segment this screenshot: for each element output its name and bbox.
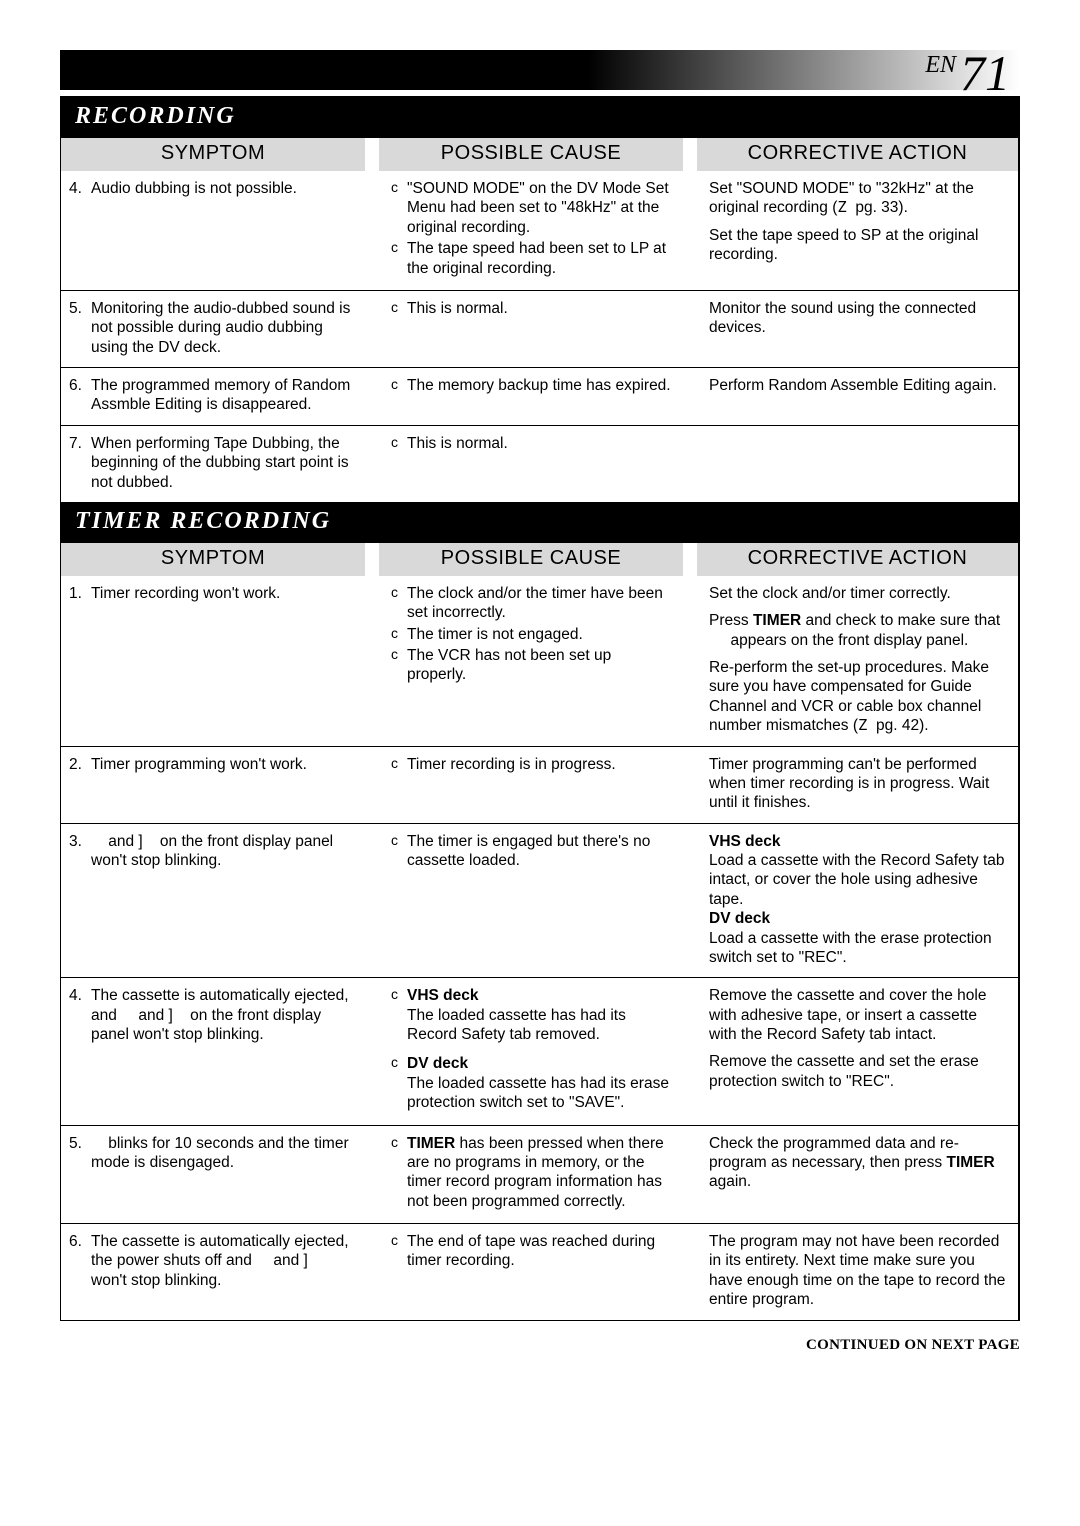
cause-cell: cVHS deckThe loaded cassette has had its… bbox=[379, 984, 683, 1118]
action-cell: Remove the cassette and cover the hole w… bbox=[697, 984, 1018, 1118]
cause-cell: cThe end of tape was reached during time… bbox=[379, 1230, 683, 1314]
table-row: 7.When performing Tape Dubbing, the begi… bbox=[61, 425, 1018, 502]
symptom-cell: 4.The cassette is automatically ejected,… bbox=[61, 984, 365, 1118]
column-header-row: SYMPTOM POSSIBLE CAUSE CORRECTIVE ACTION bbox=[61, 138, 1018, 171]
symptom-cell: 7.When performing Tape Dubbing, the begi… bbox=[61, 432, 365, 496]
page-number: EN71 bbox=[925, 44, 1010, 102]
symptom-cell: 1.Timer recording won't work. bbox=[61, 582, 365, 740]
table-row: 3. and ] on the front display panel won'… bbox=[61, 823, 1018, 978]
action-cell: Check the programmed data and re-program… bbox=[697, 1132, 1018, 1218]
page-lang-prefix: EN bbox=[925, 52, 956, 78]
action-cell: Set the clock and/or timer correctly.Pre… bbox=[697, 582, 1018, 740]
action-cell: Timer programming can't be performed whe… bbox=[697, 753, 1018, 817]
table-row: 4.The cassette is automatically ejected,… bbox=[61, 977, 1018, 1124]
symptom-cell: 3. and ] on the front display panel won'… bbox=[61, 830, 365, 972]
table-row: 1.Timer recording won't work.cThe clock … bbox=[61, 576, 1018, 746]
action-cell: The program may not have been recorded i… bbox=[697, 1230, 1018, 1314]
header-cause: POSSIBLE CAUSE bbox=[379, 543, 683, 576]
symptom-cell: 5. blinks for 10 seconds and the timer m… bbox=[61, 1132, 365, 1218]
header-gradient: EN71 bbox=[60, 50, 1020, 90]
action-cell: Monitor the sound using the connected de… bbox=[697, 297, 1018, 361]
table-row: 6.The cassette is automatically ejected,… bbox=[61, 1223, 1018, 1320]
symptom-cell: 4.Audio dubbing is not possible. bbox=[61, 177, 365, 284]
manual-page: EN71 RECORDINGSYMPTOMPOSSIBLE CAUSECORRE… bbox=[0, 0, 1080, 1394]
symptom-cell: 6.The cassette is automatically ejected,… bbox=[61, 1230, 365, 1314]
table-row: 4.Audio dubbing is not possible.c"SOUND … bbox=[61, 171, 1018, 290]
section-title: TIMER RECORDING bbox=[61, 502, 1018, 543]
table-row: 5. blinks for 10 seconds and the timer m… bbox=[61, 1125, 1018, 1224]
symptom-cell: 2.Timer programming won't work. bbox=[61, 753, 365, 817]
action-cell: Set "SOUND MODE" to "32kHz" at the origi… bbox=[697, 177, 1018, 284]
header-cause: POSSIBLE CAUSE bbox=[379, 138, 683, 171]
symptom-cell: 6.The programmed memory of Random Assmbl… bbox=[61, 374, 365, 419]
page-num-value: 71 bbox=[960, 45, 1010, 101]
column-header-row: SYMPTOM POSSIBLE CAUSE CORRECTIVE ACTION bbox=[61, 543, 1018, 576]
header-symptom: SYMPTOM bbox=[61, 543, 365, 576]
header-symptom: SYMPTOM bbox=[61, 138, 365, 171]
action-cell: Perform Random Assemble Editing again. bbox=[697, 374, 1018, 419]
header-action: CORRECTIVE ACTION bbox=[697, 138, 1018, 171]
troubleshoot-table: RECORDINGSYMPTOMPOSSIBLE CAUSECORRECTIVE… bbox=[60, 96, 1020, 1321]
action-cell: VHS deckLoad a cassette with the Record … bbox=[697, 830, 1018, 972]
cause-cell: c"SOUND MODE" on the DV Mode Set Menu ha… bbox=[379, 177, 683, 284]
continued-label: CONTINUED ON NEXT PAGE bbox=[60, 1337, 1020, 1354]
cause-cell: cThis is normal. bbox=[379, 432, 683, 496]
header-action: CORRECTIVE ACTION bbox=[697, 543, 1018, 576]
cause-cell: cTimer recording is in progress. bbox=[379, 753, 683, 817]
table-row: 6.The programmed memory of Random Assmbl… bbox=[61, 367, 1018, 425]
action-cell bbox=[697, 432, 1018, 496]
table-row: 5.Monitoring the audio-dubbed sound is n… bbox=[61, 290, 1018, 367]
cause-cell: cThe memory backup time has expired. bbox=[379, 374, 683, 419]
cause-cell: cThis is normal. bbox=[379, 297, 683, 361]
table-row: 2.Timer programming won't work.cTimer re… bbox=[61, 746, 1018, 823]
section-title: RECORDING bbox=[61, 97, 1018, 138]
symptom-cell: 5.Monitoring the audio-dubbed sound is n… bbox=[61, 297, 365, 361]
cause-cell: cThe clock and/or the timer have been se… bbox=[379, 582, 683, 740]
cause-cell: cTIMER has been pressed when there are n… bbox=[379, 1132, 683, 1218]
cause-cell: cThe timer is engaged but there's no cas… bbox=[379, 830, 683, 972]
